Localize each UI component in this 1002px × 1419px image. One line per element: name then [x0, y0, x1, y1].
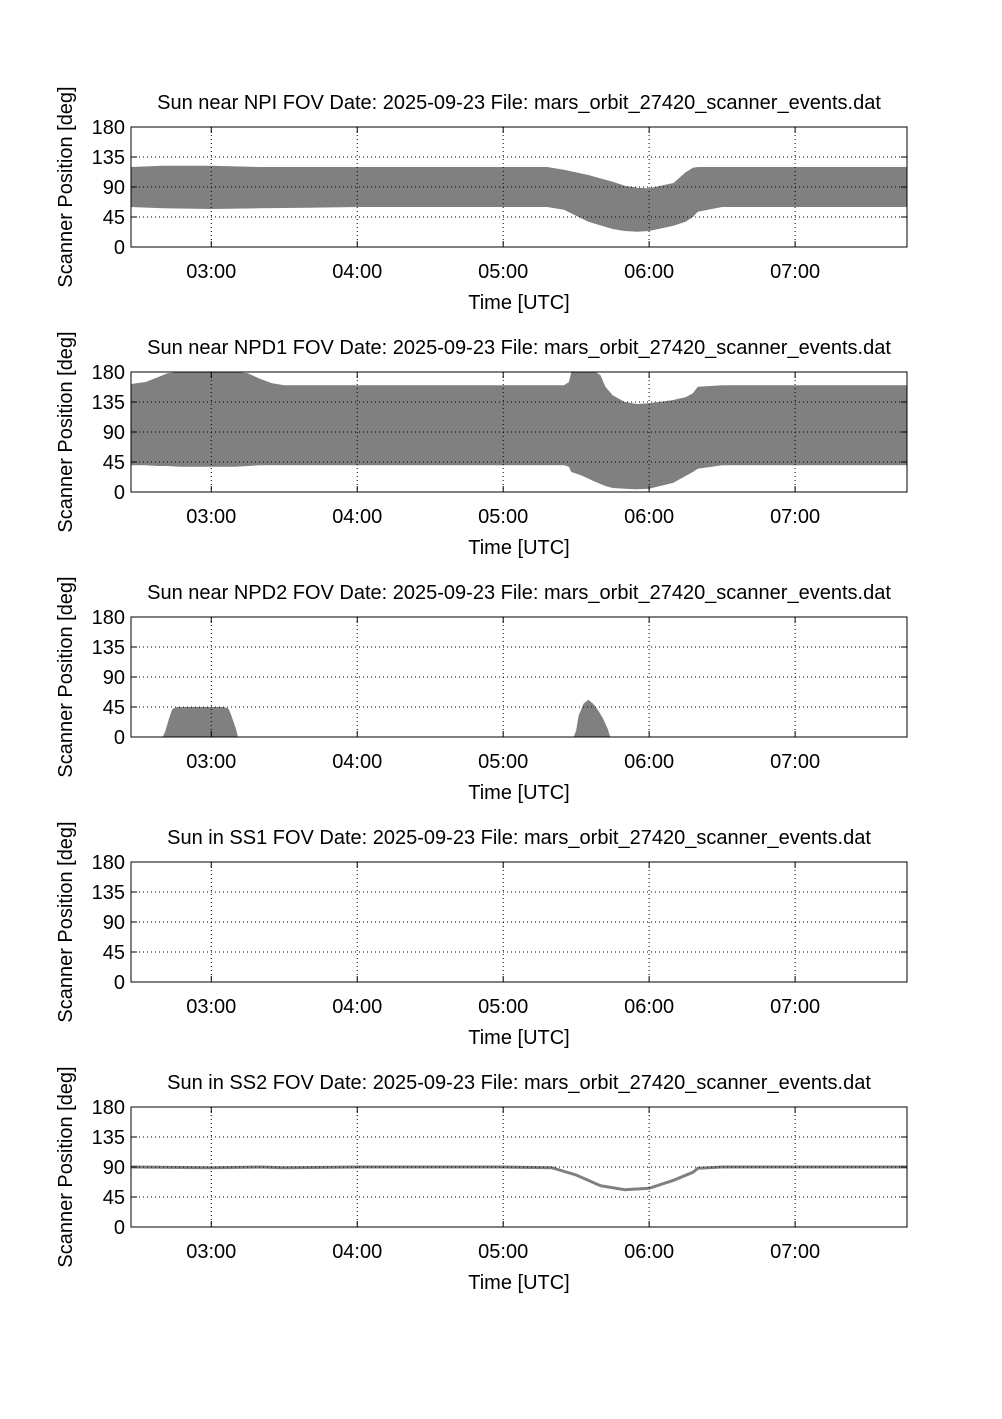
- y-tick-label: 180: [92, 117, 125, 139]
- y-tick-label: 45: [103, 697, 125, 719]
- chart-title: Sun near NPI FOV Date: 2025-09-23 File: …: [157, 92, 881, 114]
- grid: [131, 1107, 907, 1227]
- x-tick-label: 05:00: [478, 751, 528, 773]
- y-tick-label: 0: [114, 237, 125, 259]
- x-tick-label: 05:00: [478, 506, 528, 528]
- chart-panel-4: Sun in SS1 FOV Date: 2025-09-23 File: ma…: [55, 821, 908, 1049]
- x-tick-label: 03:00: [186, 996, 236, 1018]
- chart-panel-1: Sun near NPI FOV Date: 2025-09-23 File: …: [55, 86, 908, 314]
- series-area: [131, 165, 907, 232]
- x-tick-label: 04:00: [332, 751, 382, 773]
- chart-title: Sun in SS2 FOV Date: 2025-09-23 File: ma…: [167, 1072, 871, 1094]
- grid: [131, 127, 907, 247]
- x-tick-label: 04:00: [332, 996, 382, 1018]
- y-tick-label: 0: [114, 1217, 125, 1239]
- y-tick-label: 45: [103, 942, 125, 964]
- y-tick-label: 180: [92, 1097, 125, 1119]
- y-tick-label: 135: [92, 882, 125, 904]
- y-tick-label: 0: [114, 972, 125, 994]
- y-axis-label: Scanner Position [deg]: [55, 331, 77, 532]
- y-axis-label: Scanner Position [deg]: [55, 86, 77, 287]
- x-axis-label: Time [UTC]: [468, 782, 569, 804]
- x-tick-label: 03:00: [186, 261, 236, 283]
- y-tick-label: 0: [114, 482, 125, 504]
- y-tick-label: 180: [92, 362, 125, 384]
- y-tick-label: 45: [103, 207, 125, 229]
- x-tick-label: 04:00: [332, 506, 382, 528]
- chart-title: Sun near NPD2 FOV Date: 2025-09-23 File:…: [147, 582, 891, 604]
- x-axis-label: Time [UTC]: [468, 537, 569, 559]
- x-tick-label: 07:00: [770, 261, 820, 283]
- y-tick-label: 135: [92, 637, 125, 659]
- x-axis-label: Time [UTC]: [468, 1272, 569, 1294]
- y-tick-label: 45: [103, 1187, 125, 1209]
- y-tick-label: 135: [92, 392, 125, 414]
- x-tick-label: 05:00: [478, 261, 528, 283]
- chart-panel-5: Sun in SS2 FOV Date: 2025-09-23 File: ma…: [55, 1066, 908, 1294]
- grid: [131, 617, 907, 737]
- series-line: [130, 1165, 907, 1192]
- chart-title: Sun near NPD1 FOV Date: 2025-09-23 File:…: [147, 337, 891, 359]
- grid: [131, 862, 907, 982]
- x-tick-label: 07:00: [770, 1241, 820, 1263]
- data-layer: [131, 372, 907, 490]
- x-tick-label: 07:00: [770, 506, 820, 528]
- x-tick-label: 03:00: [186, 751, 236, 773]
- x-tick-label: 06:00: [624, 261, 674, 283]
- x-tick-label: 05:00: [478, 1241, 528, 1263]
- grid: [131, 372, 907, 492]
- chart-title: Sun in SS1 FOV Date: 2025-09-23 File: ma…: [167, 827, 871, 849]
- x-tick-label: 07:00: [770, 751, 820, 773]
- x-axis-label: Time [UTC]: [468, 292, 569, 314]
- data-layer: [130, 1165, 907, 1192]
- y-tick-label: 135: [92, 1127, 125, 1149]
- x-tick-label: 06:00: [624, 1241, 674, 1263]
- y-axis-label: Scanner Position [deg]: [55, 1066, 77, 1267]
- x-tick-label: 06:00: [624, 751, 674, 773]
- y-tick-label: 90: [103, 667, 125, 689]
- x-tick-label: 04:00: [332, 1241, 382, 1263]
- y-tick-label: 180: [92, 607, 125, 629]
- y-tick-label: 0: [114, 727, 125, 749]
- y-tick-label: 45: [103, 452, 125, 474]
- chart-panel-3: Sun near NPD2 FOV Date: 2025-09-23 File:…: [55, 576, 908, 804]
- x-tick-label: 06:00: [624, 996, 674, 1018]
- chart-panel-2: Sun near NPD1 FOV Date: 2025-09-23 File:…: [55, 331, 908, 559]
- x-tick-label: 03:00: [186, 1241, 236, 1263]
- x-axis-label: Time [UTC]: [468, 1027, 569, 1049]
- y-tick-label: 135: [92, 147, 125, 169]
- series-area: [131, 372, 907, 490]
- y-tick-label: 90: [103, 177, 125, 199]
- y-tick-label: 90: [103, 912, 125, 934]
- series-area: [131, 699, 907, 737]
- x-tick-label: 03:00: [186, 506, 236, 528]
- x-tick-label: 04:00: [332, 261, 382, 283]
- data-layer: [131, 165, 907, 232]
- y-tick-label: 90: [103, 422, 125, 444]
- x-tick-label: 06:00: [624, 506, 674, 528]
- x-tick-label: 07:00: [770, 996, 820, 1018]
- y-tick-label: 90: [103, 1157, 125, 1179]
- y-tick-label: 180: [92, 852, 125, 874]
- y-axis-label: Scanner Position [deg]: [55, 576, 77, 777]
- y-axis-label: Scanner Position [deg]: [55, 821, 77, 1022]
- data-layer: [131, 699, 907, 737]
- x-tick-label: 05:00: [478, 996, 528, 1018]
